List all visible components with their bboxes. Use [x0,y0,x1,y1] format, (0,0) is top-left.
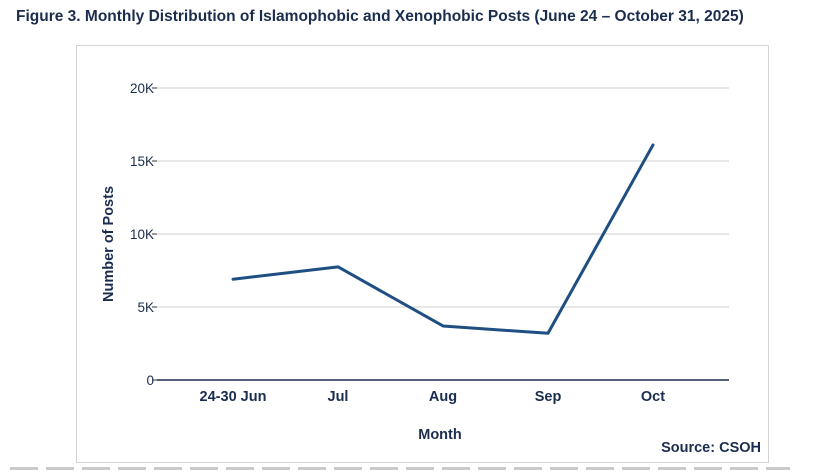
y-tick-label: 5K [137,300,154,315]
y-tick-label: 10K [130,227,154,242]
series-line [231,143,655,335]
line-chart: 0 5K 10K 15K 20K 24-30 Jun Jul Aug Sep Oct Month Nu… [101,81,761,456]
chart-container: 0 5K 10K 15K 20K 24-30 Jun Jul Aug Sep Oct Month Nu… [76,45,769,463]
x-tick-label: 24-30 Jun [200,389,267,405]
cut-off-caption-text [0,465,835,473]
x-tick-label: Sep [535,389,562,405]
x-tick-label: Aug [429,389,457,405]
x-axis-title: Month [418,427,461,443]
y-tick-label: 15K [130,154,154,169]
y-axis-title: Number of Posts [101,186,117,302]
x-tick-label: Oct [641,389,665,405]
figure-title: Figure 3. Monthly Distribution of Islamo… [16,8,744,25]
y-tick-label: 0 [146,373,154,388]
y-tick-label: 20K [130,81,154,96]
source-label: Source: CSOH [661,440,761,456]
x-tick-label: Jul [328,389,349,405]
